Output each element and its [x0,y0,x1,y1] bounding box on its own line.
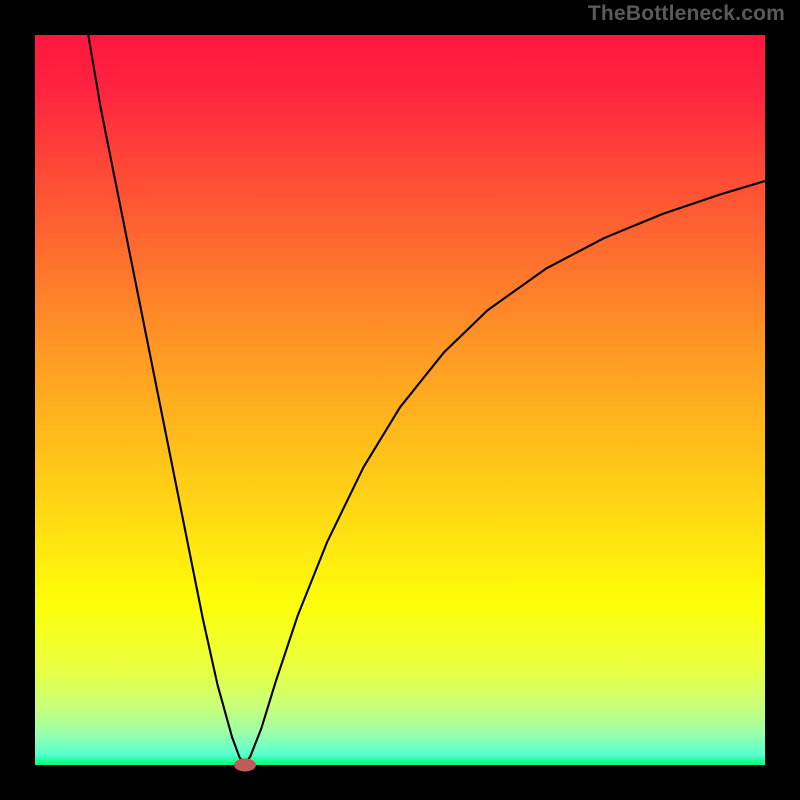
watermark-text: TheBottleneck.com [588,2,785,26]
minimum-marker [234,759,256,772]
plot-area [35,35,765,765]
bottleneck-curve [35,35,765,765]
